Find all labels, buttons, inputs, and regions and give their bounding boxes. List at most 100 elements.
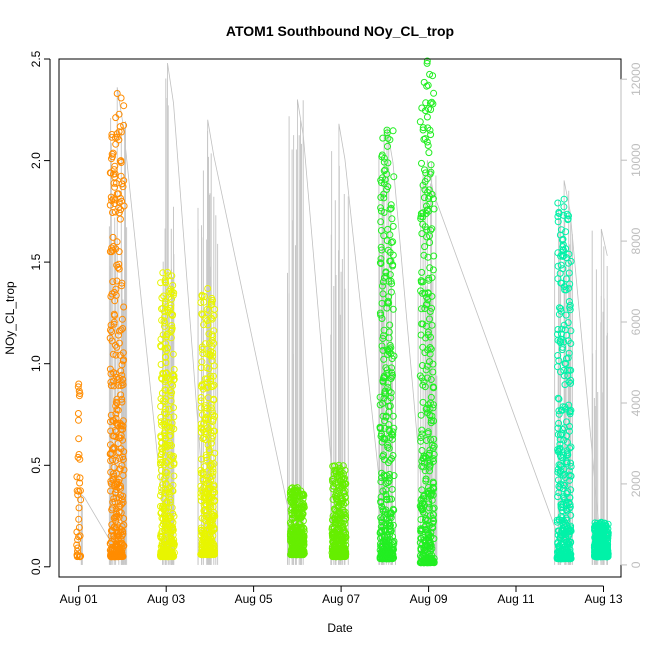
- data-point: [162, 485, 170, 493]
- y-tick-label: 0.5: [29, 457, 43, 474]
- data-point: [430, 504, 438, 512]
- data-point: [208, 315, 216, 323]
- data-point: [427, 131, 435, 139]
- data-point: [421, 305, 429, 313]
- data-point: [416, 118, 424, 126]
- data-point: [602, 531, 610, 539]
- data-point: [418, 230, 426, 238]
- data-point: [560, 252, 568, 260]
- data-point: [206, 352, 214, 360]
- data-point: [169, 281, 177, 289]
- data-point: [418, 104, 426, 112]
- data-point: [290, 543, 297, 551]
- data-point: [109, 233, 117, 241]
- data-point: [383, 304, 391, 312]
- data-point: [298, 492, 306, 500]
- data-point: [117, 367, 125, 375]
- data-point: [561, 496, 569, 504]
- data-point: [418, 268, 426, 276]
- data-point: [421, 289, 429, 297]
- x-tick-label: Aug 09: [410, 592, 448, 606]
- data-point: [106, 201, 114, 209]
- data-point: [170, 413, 178, 421]
- data-point: [120, 356, 127, 364]
- data-point: [157, 492, 164, 499]
- data-point: [204, 441, 212, 449]
- data-point: [381, 166, 389, 174]
- data-point: [205, 446, 213, 454]
- data-point: [424, 296, 432, 304]
- data-point: [430, 451, 438, 458]
- data-point: [418, 374, 426, 382]
- data-point: [390, 472, 398, 480]
- data-point: [114, 190, 122, 198]
- data-point: [208, 435, 216, 443]
- data-point: [418, 305, 425, 313]
- data-point: [555, 489, 563, 497]
- data-point: [597, 550, 605, 558]
- data-point: [380, 545, 388, 553]
- data-point: [416, 372, 424, 380]
- data-point: [424, 142, 432, 149]
- data-point: [388, 435, 396, 443]
- data-point: [209, 432, 217, 440]
- data-point: [429, 266, 437, 274]
- data-point: [335, 461, 343, 469]
- data-point: [422, 526, 430, 534]
- data-point: [167, 310, 175, 318]
- data-point: [376, 425, 384, 433]
- data-point: [115, 199, 123, 207]
- data-point: [210, 362, 218, 370]
- data-point: [170, 512, 178, 520]
- y2-tick-label: 6000: [629, 308, 643, 335]
- data-point: [418, 362, 426, 369]
- data-point: [119, 436, 126, 444]
- y-tick-label: 1.0: [29, 355, 43, 372]
- data-point: [429, 384, 437, 392]
- data-point: [429, 478, 437, 486]
- data-point: [557, 307, 565, 315]
- data-point: [423, 404, 431, 412]
- data-point: [597, 518, 605, 526]
- data-point: [426, 264, 434, 272]
- data-point: [419, 124, 427, 132]
- data-point: [376, 393, 384, 401]
- data-point: [161, 278, 169, 286]
- data-point: [386, 248, 394, 256]
- data-point: [113, 406, 121, 414]
- data-point: [170, 452, 177, 460]
- data-point: [384, 379, 392, 387]
- data-point: [114, 421, 122, 429]
- data-point: [158, 540, 166, 548]
- data-point: [389, 521, 397, 529]
- data-point: [115, 483, 123, 491]
- y2-tick-label: 2000: [629, 470, 643, 497]
- data-point: [110, 495, 118, 503]
- data-point: [422, 301, 430, 309]
- data-point: [556, 534, 564, 542]
- data-point: [167, 391, 175, 399]
- data-point: [202, 509, 210, 517]
- data-point: [198, 486, 206, 494]
- data-point: [164, 419, 172, 426]
- data-point: [163, 497, 171, 505]
- data-point: [389, 555, 397, 563]
- data-point: [208, 404, 215, 412]
- data-point: [109, 445, 117, 453]
- data-point: [158, 503, 166, 511]
- data-point: [561, 359, 569, 367]
- data-point: [75, 387, 83, 395]
- data-point: [198, 543, 206, 551]
- data-point: [427, 161, 435, 169]
- data-point: [75, 451, 83, 458]
- data-point: [427, 547, 435, 555]
- data-point: [562, 228, 570, 236]
- data-point: [567, 257, 575, 265]
- data-point: [161, 319, 169, 327]
- data-point: [170, 539, 178, 547]
- data-point: [198, 310, 206, 318]
- y2-tick-label: 0: [629, 561, 643, 568]
- data-point: [112, 140, 120, 148]
- data-point: [108, 150, 116, 158]
- data-point: [567, 366, 575, 374]
